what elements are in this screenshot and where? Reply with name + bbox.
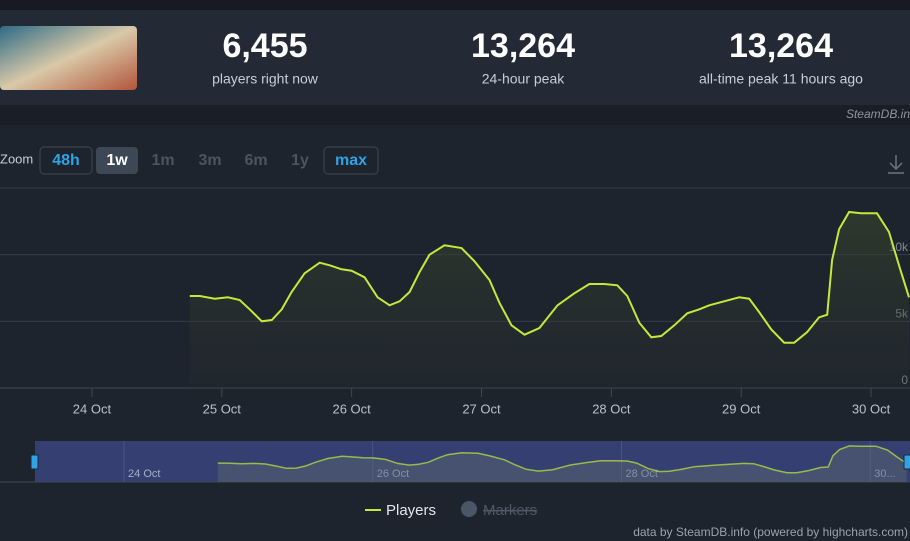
navigator-handle[interactable] (30, 454, 39, 470)
stat-value: 13,264 (471, 27, 575, 65)
source-strip (0, 105, 910, 125)
zoom-button-label: 1m (151, 152, 174, 169)
x-tick-label: 30 Oct (852, 401, 891, 416)
game-thumbnail (0, 26, 137, 90)
navigator-line (217, 445, 907, 474)
navigator-bg (35, 441, 910, 482)
zoom-button[interactable] (323, 146, 379, 175)
source-label: SteamDB.in (846, 107, 910, 121)
zoom-button-label: 6m (244, 152, 267, 169)
navigator-tick-label: 30... (874, 468, 895, 480)
legend-marker-dot (461, 501, 477, 517)
x-tick-label: 29 Oct (722, 401, 761, 416)
navigator-area (217, 445, 907, 482)
navigator-tick-label: 24 Oct (128, 468, 160, 480)
stat-label: 24-hour peak (482, 71, 566, 87)
navigator-tick-label: 28 Oct (625, 468, 657, 480)
zoom-button-label: 3m (198, 152, 221, 169)
stat-value: 6,455 (222, 27, 307, 65)
stat-label: all-time peak 11 hours ago (699, 71, 863, 87)
navigator-handle[interactable] (903, 454, 910, 470)
zoom-button[interactable] (96, 147, 138, 174)
zoom-button[interactable] (39, 146, 93, 175)
x-tick-label: 27 Oct (462, 401, 501, 416)
header-panel (0, 10, 910, 105)
series-area (189, 212, 910, 388)
x-tick-label: 28 Oct (592, 401, 631, 416)
stat-label: players right now (212, 71, 319, 87)
zoom-button-label[interactable]: 1w (106, 152, 128, 169)
stat-value: 13,264 (729, 27, 833, 65)
download-icon[interactable] (888, 155, 904, 174)
x-tick-label: 25 Oct (203, 401, 242, 416)
zoom-button-label[interactable]: 48h (52, 152, 80, 169)
x-tick-label: 26 Oct (332, 401, 371, 416)
x-tick-label: 24 Oct (73, 401, 112, 416)
credits: data by SteamDB.info (powered by highcha… (633, 525, 908, 539)
top-bar (0, 0, 910, 10)
navigator-tick-label: 26 Oct (377, 468, 409, 480)
legend-label[interactable]: Markers (483, 502, 537, 519)
zoom-button-label: 1y (291, 152, 309, 169)
series-line (189, 210, 910, 344)
zoom-label: Zoom (0, 151, 33, 166)
zoom-button-label[interactable]: max (335, 152, 367, 169)
legend-label[interactable]: Players (386, 502, 436, 519)
